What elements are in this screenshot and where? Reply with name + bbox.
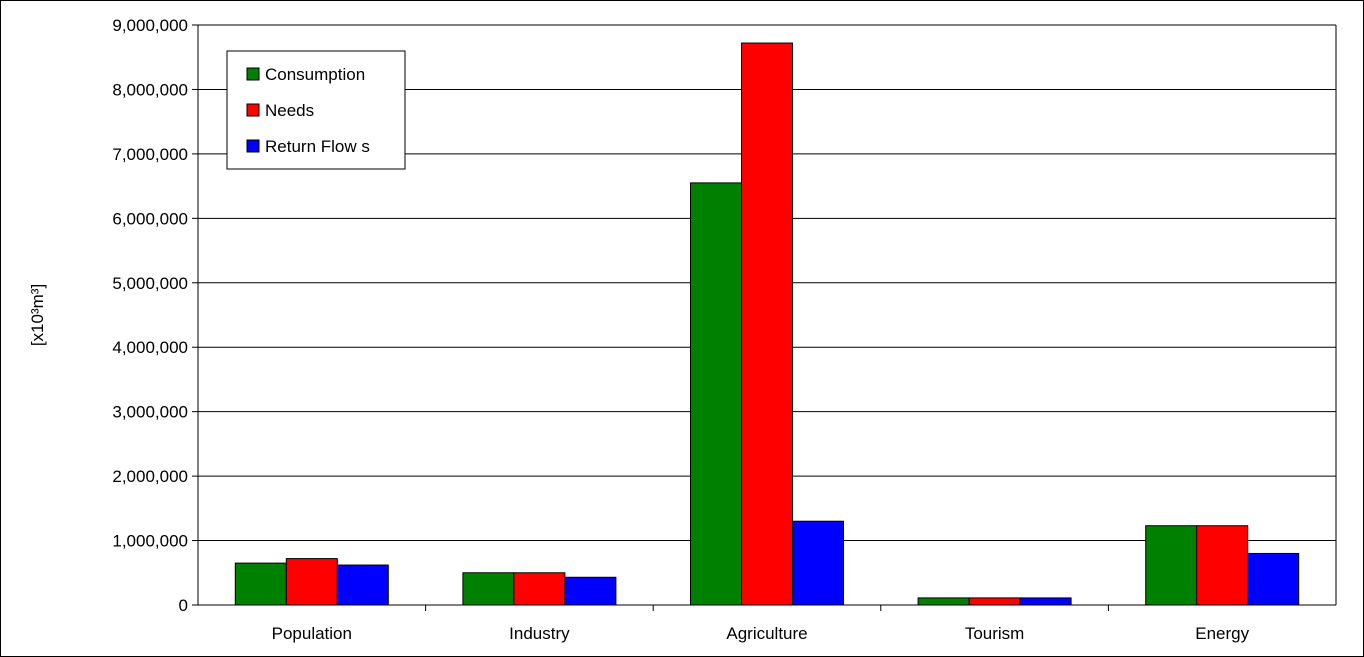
- legend-label: Consumption: [265, 65, 365, 84]
- bar-needs-agriculture: [741, 42, 793, 606]
- bar-consumption-agriculture: [690, 182, 742, 606]
- bar-needs-industry: [513, 572, 566, 606]
- y-axis-label: [x10³m³]: [28, 284, 47, 346]
- bar-consumption-energy: [1145, 525, 1198, 606]
- y-tick-label: 3,000,000: [112, 403, 188, 422]
- x-category-label: Tourism: [965, 624, 1025, 643]
- bar-return-flow-s-agriculture: [792, 520, 844, 606]
- legend-label: Needs: [265, 101, 314, 120]
- x-category-label: Population: [272, 624, 352, 643]
- legend-swatch: [246, 67, 260, 81]
- y-tick-label: 0: [179, 596, 188, 615]
- axes: [192, 24, 1337, 611]
- y-tick-label: 7,000,000: [112, 145, 188, 164]
- y-tick-label: 5,000,000: [112, 274, 188, 293]
- x-category-label: Industry: [509, 624, 570, 643]
- legend-label: Return Flow s: [265, 137, 370, 156]
- y-tick-label: 1,000,000: [112, 532, 188, 551]
- bars: [234, 42, 1300, 606]
- bar-return-flow-s-energy: [1247, 552, 1300, 606]
- x-category-label: Agriculture: [726, 624, 807, 643]
- y-tick-label: 8,000,000: [112, 80, 188, 99]
- bar-needs-population: [285, 558, 338, 606]
- bar-needs-energy: [1196, 525, 1249, 606]
- legend: Consumption Needs Return Flow s: [226, 50, 406, 170]
- y-tick-label: 6,000,000: [112, 209, 188, 228]
- bar-return-flow-s-industry: [564, 576, 617, 606]
- bar-return-flow-s-tourism: [1019, 597, 1072, 606]
- legend-swatch: [246, 139, 260, 153]
- y-tick-label: 9,000,000: [112, 16, 188, 35]
- bar-consumption-population: [234, 562, 287, 606]
- tick-labels: 0 1,000,000 2,000,000 3,000,000 4,000,000 5,0…: [112, 16, 1249, 643]
- bar-return-flow-s-population: [336, 564, 389, 606]
- y-tick-label: 4,000,000: [112, 338, 188, 357]
- bar-consumption-industry: [462, 572, 515, 606]
- y-tick-label: 2,000,000: [112, 467, 188, 486]
- bar-needs-tourism: [968, 597, 1021, 606]
- x-category-label: Energy: [1195, 624, 1249, 643]
- bar-consumption-tourism: [917, 597, 970, 606]
- legend-swatch: [246, 103, 260, 117]
